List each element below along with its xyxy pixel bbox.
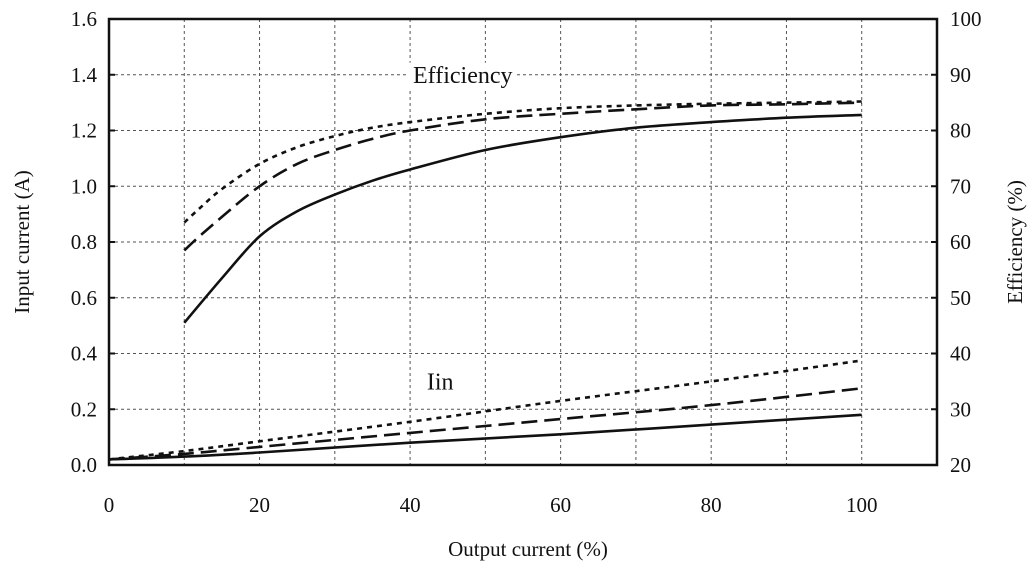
y-right-tick-label: 70	[950, 174, 971, 198]
series-efficiency-dashed-line	[183, 101, 862, 252]
y-left-tick-label: 0.6	[71, 286, 97, 310]
x-tick-label: 60	[550, 493, 571, 517]
y-left-tick-label: 0.0	[71, 453, 97, 477]
series-efficiency-solid-line	[183, 113, 862, 324]
y-right-tick-label: 80	[950, 119, 971, 143]
y-left-tick-label: 0.4	[71, 342, 98, 366]
annotation-background	[409, 62, 517, 89]
x-tick-label: 100	[846, 493, 878, 517]
annotation-background	[422, 369, 458, 396]
x-tick-label: 0	[104, 493, 115, 517]
series-iin-dashed-line	[108, 387, 862, 461]
annotations: Efficiency Iin	[409, 62, 517, 396]
series-iin-dotted-line	[108, 359, 862, 461]
tick-labels: 0 20 40 60 80 100 0.0 0.2 0.4 0.6 0.8 1.0 1.2 1.4 1.6 2…	[71, 7, 982, 517]
y-left-tick-label: 1.6	[71, 7, 97, 31]
x-tick-label: 20	[249, 493, 270, 517]
y-left-tick-label: 1.2	[71, 119, 97, 143]
grid	[109, 19, 937, 465]
y-right-tick-label: 20	[950, 453, 971, 477]
annotation-label: Efficiency	[413, 63, 513, 89]
y-right-tick-label: 40	[950, 342, 971, 366]
annotation-label: Iin	[427, 369, 454, 395]
y-right-tick-label: 100	[950, 7, 982, 31]
series-iin-solid-line	[108, 413, 862, 461]
y-axis-right-title: Efficiency (%)	[1003, 180, 1027, 304]
y-left-tick-label: 0.2	[71, 397, 97, 421]
x-tick-label: 80	[701, 493, 722, 517]
y-right-tick-label: 30	[950, 397, 971, 421]
y-left-tick-label: 1.0	[71, 174, 97, 198]
y-right-tick-label: 50	[950, 286, 971, 310]
y-axis-left-title: Input current (A)	[10, 170, 34, 313]
y-right-tick-label: 60	[950, 230, 971, 254]
y-left-tick-label: 1.4	[71, 63, 98, 87]
series-group	[108, 100, 862, 461]
x-tick-label: 40	[400, 493, 421, 517]
y-right-tick-label: 90	[950, 63, 971, 87]
series-efficiency-dotted-line	[183, 100, 862, 224]
y-left-tick-label: 0.8	[71, 230, 97, 254]
x-axis-title: Output current (%)	[448, 537, 608, 561]
